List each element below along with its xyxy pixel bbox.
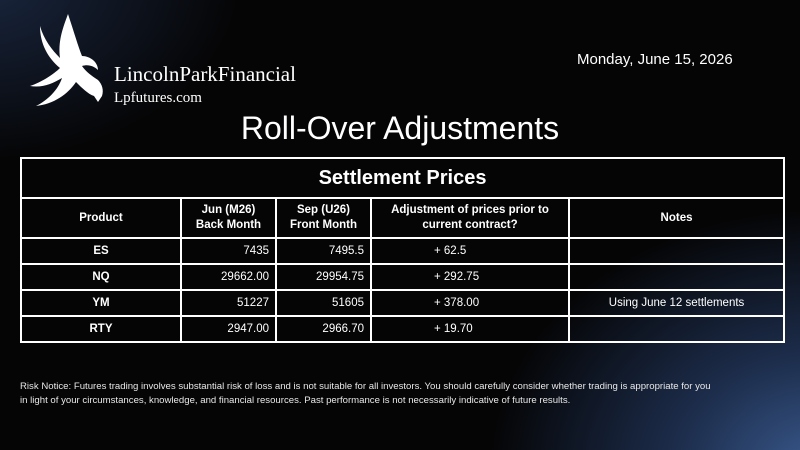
table-cell: 29662.00 [180,263,277,291]
column-header: Adjustment of prices prior to current con… [370,197,570,239]
table-row: ES 7435 7495.5 + 62.5 [20,237,786,265]
column-header: Notes [567,197,786,239]
eagle-logo [30,14,103,106]
risk-notice: Risk Notice: Futures trading involves su… [20,380,711,408]
header-line: Back Month [195,219,262,231]
table-cell: + 62.5 [370,237,570,265]
table-title: Settlement Prices [19,157,786,199]
table-cell: 2947.00 [180,315,277,343]
brand: LincolnParkFinancial [114,62,296,86]
column-header: Product [20,197,182,239]
header-row: Product Jun (M26) Back Month Sep (U26) Front… [20,197,786,239]
table-cell: 29954.75 [275,263,372,291]
table-cell: NQ [20,263,182,291]
header-line: Sep (U26) [296,204,351,216]
table-cell: RTY [20,315,182,343]
header-line: Adjustment of prices prior to [391,204,549,216]
table-row: RTY 2947.00 2966.70 + 19.70 [20,315,786,343]
header-line: Notes [660,211,693,224]
table-row: YM 51227 51605 + 378.00 Using June 12 settle… [20,289,786,317]
table-cell: ES [20,237,182,265]
header-line: Front Month [289,219,358,231]
column-header: Jun (M26) Back Month [180,197,277,239]
table-cell: 7495.5 [275,237,372,265]
table-cell [567,315,786,343]
table-cell [567,263,786,291]
risk-line: Risk Notice: Futures trading involves su… [20,381,711,392]
risk-line: in light of your circumstances, knowledg… [20,395,571,406]
header-line: current contract? [422,219,518,231]
table-cell: YM [20,289,182,317]
table-cell: Using June 12 settlements [567,289,786,317]
date: Monday, June 15, 2026 [577,51,733,68]
table-cell: + 378.00 [370,289,570,317]
header-line: Jun (M26) [201,204,256,216]
website: Lpfutures.com [114,90,202,106]
table-cell: 2966.70 [275,315,372,343]
table-cell [567,237,786,265]
table-row: NQ 29662.00 29954.75 + 292.75 [20,263,786,291]
settlement-table: Settlement Prices Product Jun (M26) Back Mo… [19,157,786,343]
table-cell: 51605 [275,289,372,317]
header-line: Product [79,211,123,224]
table-cell: + 292.75 [370,263,570,291]
table-cell: 51227 [180,289,277,317]
column-header: Sep (U26) Front Month [275,197,372,239]
page-title: Roll-Over Adjustments [240,110,560,146]
table-cell: 7435 [180,237,277,265]
table-cell: + 19.70 [370,315,570,343]
